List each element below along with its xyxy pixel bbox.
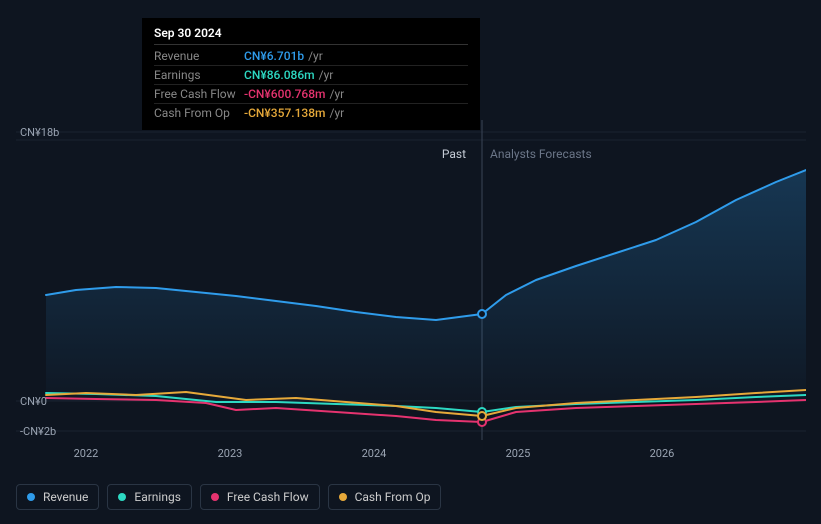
legend-item-revenue[interactable]: Revenue	[16, 484, 99, 510]
x-axis-label: 2025	[506, 447, 531, 460]
legend-item-cash-from-op[interactable]: Cash From Op	[328, 484, 442, 510]
tooltip-value: CN¥6.701b	[244, 49, 304, 63]
tooltip-label: Free Cash Flow	[154, 87, 244, 101]
x-axis-label: 2024	[362, 447, 387, 460]
tooltip-label: Revenue	[154, 49, 244, 63]
legend: Revenue Earnings Free Cash Flow Cash From O…	[16, 484, 441, 510]
y-axis-label: CN¥0	[20, 395, 47, 408]
tooltip-value: -CN¥600.768m	[244, 87, 326, 101]
tooltip-label: Cash From Op	[154, 106, 244, 120]
legend-label: Earnings	[134, 490, 181, 504]
y-axis-label: -CN¥2b	[20, 425, 56, 438]
tooltip-label: Earnings	[154, 68, 244, 82]
tooltip-value: -CN¥357.138m	[244, 106, 326, 120]
tooltip-unit: /yr	[330, 87, 345, 101]
data-tooltip: Sep 30 2024RevenueCN¥6.701b/yrEarningsCN…	[142, 18, 480, 130]
line-chart: CN¥18b CN¥0 -CN¥2b 2022 2023 2024 2025 2026 Past…	[16, 120, 806, 460]
tooltip-row: Free Cash Flow-CN¥600.768m/yr	[154, 85, 468, 104]
x-axis-label: 2023	[218, 447, 243, 460]
tooltip-date: Sep 30 2024	[154, 26, 468, 45]
tooltip-unit: /yr	[308, 49, 323, 63]
y-axis-label: CN¥18b	[20, 126, 59, 139]
legend-label: Free Cash Flow	[227, 490, 309, 504]
tooltip-unit: /yr	[330, 106, 345, 120]
legend-dot-icon	[211, 493, 219, 501]
tooltip-value: CN¥86.086m	[244, 68, 315, 82]
section-label-forecast: Analysts Forecasts	[490, 147, 592, 161]
x-axis-label: 2022	[74, 447, 99, 460]
legend-label: Cash From Op	[355, 490, 431, 504]
legend-item-free-cash-flow[interactable]: Free Cash Flow	[200, 484, 320, 510]
tooltip-row: EarningsCN¥86.086m/yr	[154, 66, 468, 85]
tooltip-row: Cash From Op-CN¥357.138m/yr	[154, 104, 468, 122]
legend-dot-icon	[27, 493, 35, 501]
tooltip-unit: /yr	[319, 68, 334, 82]
legend-dot-icon	[118, 493, 126, 501]
x-axis-label: 2026	[650, 447, 675, 460]
chart-area: CN¥18b CN¥0 -CN¥2b 2022 2023 2024 2025 2026 Past…	[16, 120, 806, 460]
legend-dot-icon	[339, 493, 347, 501]
section-label-past: Past	[442, 147, 466, 161]
legend-item-earnings[interactable]: Earnings	[107, 484, 192, 510]
tooltip-row: RevenueCN¥6.701b/yr	[154, 47, 468, 66]
legend-label: Revenue	[43, 490, 88, 504]
